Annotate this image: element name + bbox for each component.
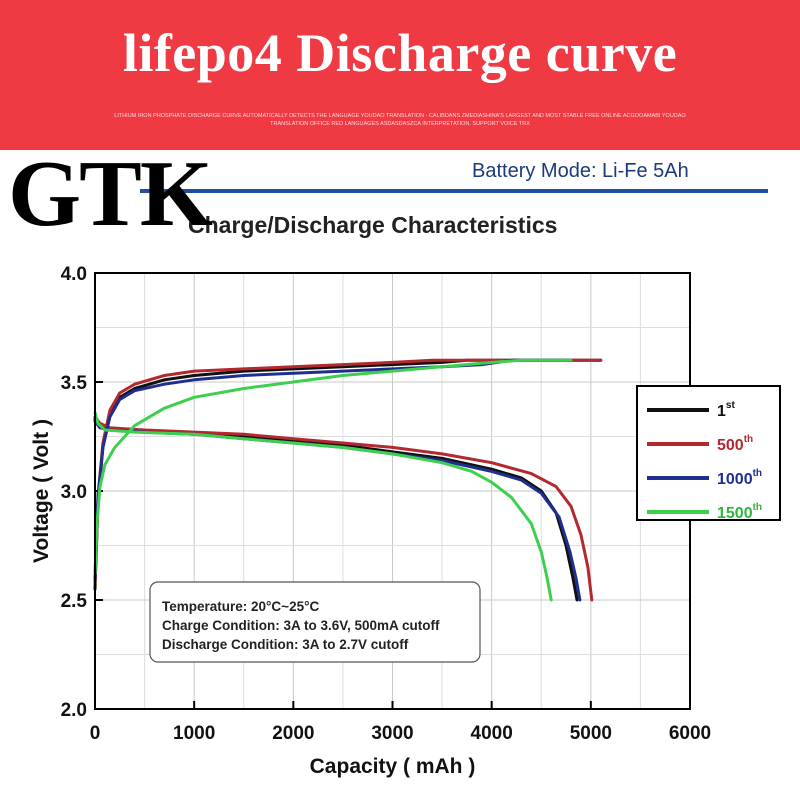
x-axis-label: Capacity ( mAh ) bbox=[310, 755, 476, 778]
y-tick-label: 3.0 bbox=[61, 482, 87, 503]
legend-box bbox=[636, 385, 781, 521]
y-tick-label: 3.5 bbox=[61, 373, 88, 394]
brand-logo-text: GTK bbox=[8, 142, 213, 246]
x-tick-label: 3000 bbox=[371, 723, 413, 744]
legend-label-1000: 1000th bbox=[717, 468, 762, 488]
banner-title: lifepo4 Discharge curve bbox=[122, 23, 678, 83]
x-tick-label: 2000 bbox=[272, 723, 314, 744]
y-axis-label: Voltage ( Volt ) bbox=[30, 419, 53, 563]
legend-label-500: 500th bbox=[717, 434, 753, 454]
series-line-charge-1500 bbox=[93, 358, 573, 576]
series-line-discharge-1500 bbox=[93, 411, 553, 602]
legend-label-1500: 1500th bbox=[717, 502, 762, 522]
banner-fine-print: LITHIUM IRON PHOSPHATE DISCHARGE CURVE A… bbox=[114, 113, 686, 127]
x-tick-label: 1000 bbox=[173, 723, 215, 744]
title-banner: lifepo4 Discharge curve LITHIUM IRON PHO… bbox=[0, 0, 800, 150]
header-divider bbox=[140, 189, 768, 193]
legend-label-1: 1st bbox=[717, 400, 735, 420]
x-tick-label: 6000 bbox=[669, 723, 711, 744]
y-tick-label: 4.0 bbox=[61, 264, 87, 285]
conditions-box bbox=[149, 581, 481, 663]
conditions-line: Discharge Condition: 3A to 2.7V cutoff bbox=[162, 637, 409, 652]
y-tick-label: 2.0 bbox=[61, 700, 87, 721]
chart-title: Charge/Discharge Characteristics bbox=[188, 212, 558, 238]
battery-mode-label: Battery Mode: Li-Fe 5Ah bbox=[472, 160, 689, 182]
conditions-line: Temperature: 20°C~25°C bbox=[162, 599, 319, 614]
x-tick-label: 5000 bbox=[570, 723, 612, 744]
conditions-line: Charge Condition: 3A to 3.6V, 500mA cuto… bbox=[162, 618, 440, 633]
x-tick-label: 4000 bbox=[471, 723, 513, 744]
y-tick-label: 2.5 bbox=[61, 591, 88, 612]
x-tick-label: 0 bbox=[90, 723, 101, 744]
